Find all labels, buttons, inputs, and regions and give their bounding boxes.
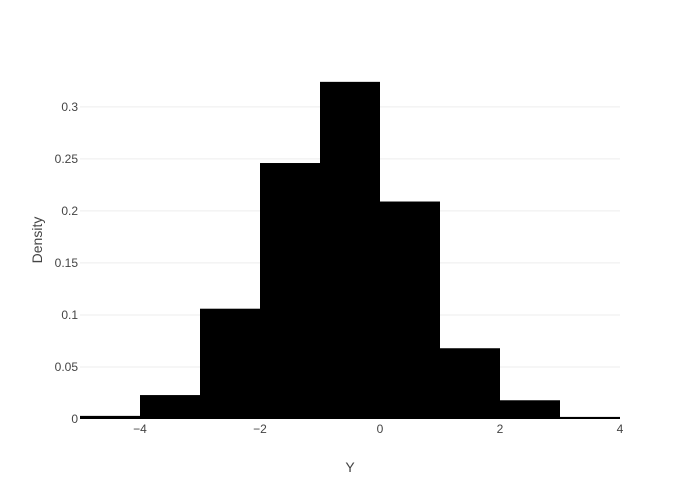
histogram-bar	[140, 395, 200, 419]
histogram-bar	[380, 201, 440, 419]
y-tick-label: 0.15	[55, 256, 79, 270]
y-tick-label: 0.2	[61, 204, 78, 218]
y-tick-labels: 0 0.05 0.1 0.15 0.2 0.25 0.3	[55, 100, 79, 426]
y-tick-label: 0	[71, 412, 78, 426]
x-axis-title: Y	[345, 459, 355, 475]
histogram-bar	[200, 308, 260, 419]
y-tick-label: 0.3	[61, 100, 78, 114]
x-tick-label: −4	[133, 422, 147, 436]
histogram-bar	[80, 415, 140, 419]
bars-layer	[80, 81, 620, 419]
x-tick-labels: −4 −2 0 2 4	[133, 422, 624, 436]
x-tick-label: 0	[377, 422, 384, 436]
y-tick-label: 0.05	[55, 360, 79, 374]
histogram-bar	[320, 81, 380, 419]
x-tick-label: −2	[253, 422, 267, 436]
histogram-bar	[260, 163, 320, 419]
histogram-bar	[500, 400, 560, 419]
y-tick-label: 0.1	[61, 308, 78, 322]
x-tick-label: 4	[617, 422, 624, 436]
y-tick-label: 0.25	[55, 152, 79, 166]
y-axis-title: Density	[29, 217, 45, 264]
histogram-bar	[440, 348, 500, 419]
x-tick-label: 2	[497, 422, 504, 436]
histogram-bar	[560, 416, 620, 419]
